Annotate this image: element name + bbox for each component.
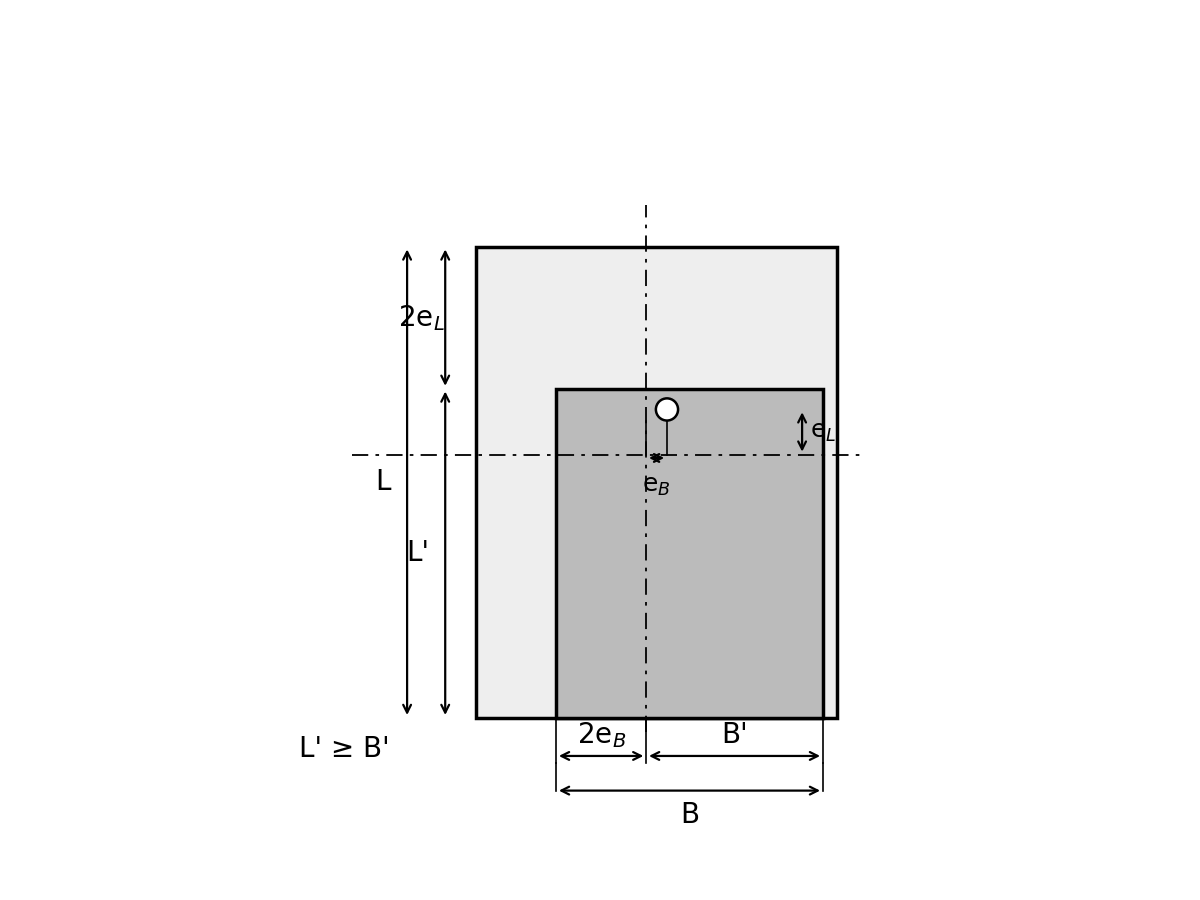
- Text: e$_L$: e$_L$: [810, 420, 836, 444]
- Text: 2e$_B$: 2e$_B$: [576, 720, 625, 750]
- Text: L': L': [406, 539, 428, 567]
- Text: L: L: [376, 468, 390, 496]
- Text: B': B': [721, 721, 748, 749]
- Bar: [556, 389, 823, 718]
- Text: 2e$_L$: 2e$_L$: [397, 302, 444, 332]
- Bar: [476, 247, 836, 718]
- Circle shape: [656, 399, 678, 420]
- Text: e$_B$: e$_B$: [642, 473, 671, 498]
- Text: B: B: [680, 801, 700, 829]
- Text: L' ≥ B': L' ≥ B': [300, 735, 390, 763]
